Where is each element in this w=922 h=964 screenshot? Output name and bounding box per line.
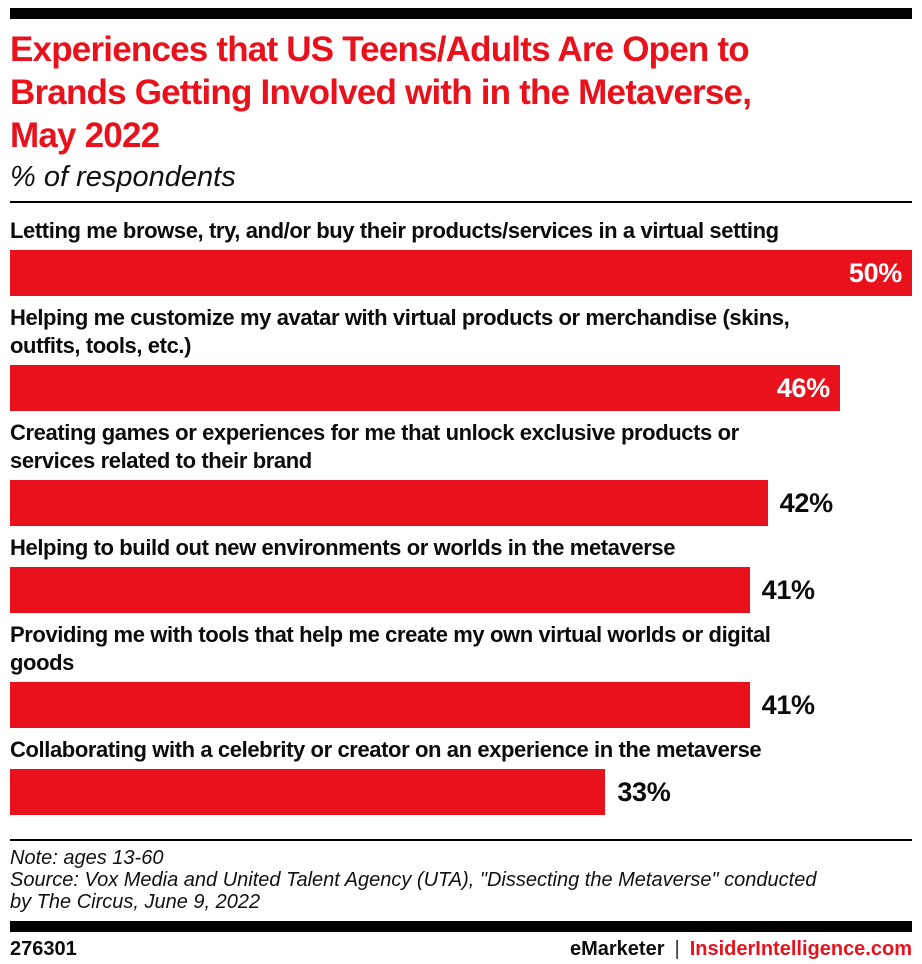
bar-row: Helping to build out new environments or…: [10, 534, 912, 613]
chart-notes: Note: ages 13-60 Source: Vox Media and U…: [10, 847, 912, 913]
bar-value: 41%: [761, 574, 815, 605]
chart-source-line-1: Source: Vox Media and United Talent Agen…: [10, 869, 817, 891]
bar-category-label: Letting me browse, try, and/or buy their…: [10, 218, 779, 243]
bar: 46%: [10, 365, 840, 411]
chart-source-line-2: by The Circus, June 9, 2022: [10, 891, 261, 913]
bar-chart: Letting me browse, try, and/or buy their…: [10, 217, 912, 815]
bar: 50%: [10, 250, 912, 296]
bar-value: 33%: [617, 776, 671, 807]
chart-subtitle: % of respondents: [10, 161, 236, 193]
bar: [10, 769, 606, 815]
bar: [10, 480, 768, 526]
bar-category-label: Helping to build out new environments or…: [10, 535, 676, 560]
bar-track: 46%: [10, 365, 912, 411]
bottom-border-bar: [10, 921, 912, 932]
brand-logos: eMarketer | InsiderIntelligence.com: [570, 938, 912, 961]
bar: [10, 682, 750, 728]
bar-value: 46%: [776, 372, 830, 403]
chart-note: Note: ages 13-60: [10, 847, 164, 869]
bar-category-label: Creating games or experiences for me tha…: [10, 420, 739, 473]
chart-title-line-1: Experiences that US Teens/Adults Are Ope…: [10, 30, 750, 69]
insider-intelligence-link[interactable]: InsiderIntelligence.com: [689, 938, 912, 960]
chart-title-line-2: Brands Getting Involved with in the Meta…: [10, 73, 752, 112]
footer-row: 276301 eMarketer | InsiderIntelligence.c…: [10, 938, 912, 961]
header-divider-line: [10, 201, 912, 203]
bar-track: 42%: [10, 480, 912, 526]
bar-row: Helping me customize my avatar with virt…: [10, 304, 912, 411]
chart-id: 276301: [10, 938, 77, 960]
chart-title: Experiences that US Teens/Adults Are Ope…: [10, 28, 912, 157]
bar-category-label: Providing me with tools that help me cre…: [10, 622, 771, 675]
bar-value: 50%: [848, 257, 902, 288]
bar-row: Providing me with tools that help me cre…: [10, 621, 912, 728]
bar-row: Letting me browse, try, and/or buy their…: [10, 217, 912, 296]
bar-track: 41%: [10, 567, 912, 613]
bar-category-label: Helping me customize my avatar with virt…: [10, 305, 790, 358]
bar-row: Collaborating with a celebrity or creato…: [10, 736, 912, 815]
footer-divider-line: [10, 839, 912, 841]
bar-track: 50%: [10, 250, 912, 296]
brand-divider: |: [674, 938, 680, 960]
bar-row: Creating games or experiences for me tha…: [10, 419, 912, 526]
bar-track: 33%: [10, 769, 912, 815]
bar-value: 42%: [779, 487, 833, 518]
bar-value: 41%: [761, 689, 815, 720]
emarketer-logo: eMarketer: [569, 938, 665, 960]
chart-title-line-3: May 2022: [10, 116, 160, 155]
bar: [10, 567, 750, 613]
top-border-bar: [10, 8, 912, 19]
bar-track: 41%: [10, 682, 912, 728]
bar-category-label: Collaborating with a celebrity or creato…: [10, 737, 762, 762]
